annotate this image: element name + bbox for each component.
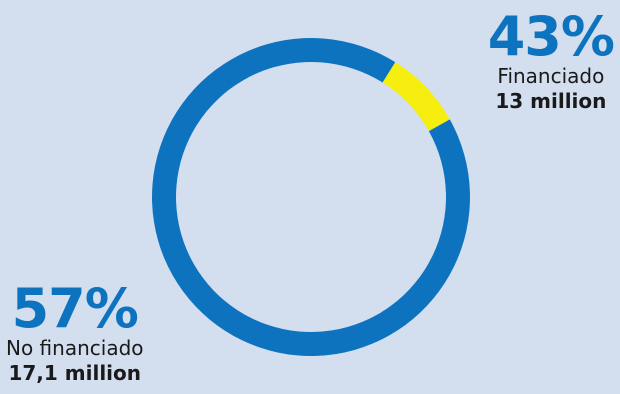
unfunded-category: No financiado (6, 336, 144, 360)
unfunded-label: 57% No financiado 17,1 million (6, 282, 144, 386)
funded-label: 43% Financiado 13 million (487, 5, 615, 114)
funded-slice (382, 62, 450, 132)
unfunded-percent: 57% (11, 277, 139, 340)
unfunded-amount: 17,1 million (8, 361, 142, 385)
funded-category: Financiado (497, 64, 605, 88)
donut-ring (152, 37, 471, 356)
funded-amount: 13 million (495, 89, 607, 113)
funded-percent: 43% (487, 5, 615, 68)
